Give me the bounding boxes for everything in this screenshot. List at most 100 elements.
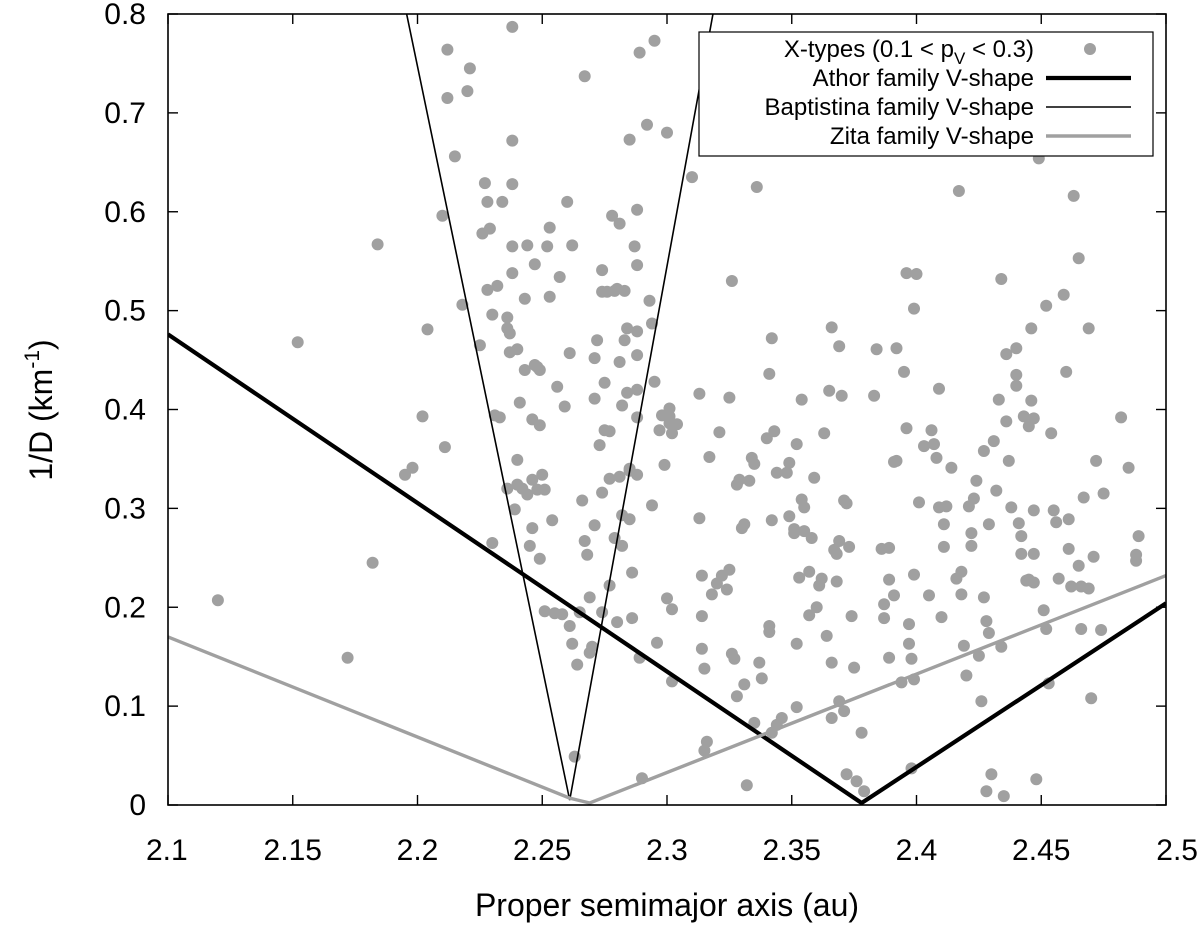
data-point bbox=[937, 518, 950, 531]
data-point bbox=[646, 317, 658, 330]
data-point bbox=[399, 468, 411, 481]
data-point bbox=[1130, 548, 1143, 561]
data-point bbox=[623, 513, 636, 526]
data-point bbox=[588, 519, 601, 532]
data-point bbox=[613, 470, 626, 483]
data-point bbox=[211, 594, 224, 607]
data-point bbox=[700, 735, 713, 748]
data-point bbox=[603, 472, 616, 485]
data-point bbox=[1010, 368, 1023, 381]
data-point bbox=[955, 565, 968, 578]
data-point bbox=[843, 540, 856, 553]
data-point bbox=[720, 583, 733, 596]
legend-label-zita: Zita family V-shape bbox=[830, 123, 1034, 150]
data-point bbox=[291, 336, 304, 349]
data-point bbox=[975, 695, 988, 708]
data-point bbox=[840, 497, 853, 510]
data-point bbox=[1052, 572, 1065, 585]
x-tick-label: 2.5 bbox=[1156, 834, 1198, 867]
data-point bbox=[1030, 773, 1043, 786]
data-point bbox=[661, 126, 673, 139]
data-point bbox=[888, 589, 900, 602]
data-point bbox=[868, 389, 881, 402]
x-tick-label: 2.25 bbox=[513, 834, 571, 867]
data-point bbox=[925, 424, 938, 437]
data-point bbox=[825, 712, 838, 724]
data-point bbox=[581, 548, 594, 561]
data-point bbox=[838, 705, 851, 718]
data-point bbox=[743, 474, 756, 487]
data-point bbox=[725, 275, 738, 287]
data-point bbox=[957, 639, 970, 652]
data-point bbox=[481, 195, 494, 208]
data-point bbox=[523, 539, 536, 552]
data-point bbox=[878, 598, 891, 611]
data-point bbox=[1057, 288, 1070, 301]
data-point bbox=[788, 527, 801, 540]
data-point bbox=[538, 605, 551, 618]
data-point bbox=[840, 768, 853, 781]
data-point bbox=[506, 267, 519, 280]
data-point bbox=[1082, 322, 1095, 335]
data-point bbox=[738, 678, 751, 691]
data-point bbox=[980, 785, 993, 798]
data-point bbox=[793, 571, 806, 584]
y-tick-label: 0.5 bbox=[104, 295, 146, 328]
data-point bbox=[825, 321, 838, 334]
data-point bbox=[980, 615, 993, 628]
data-point bbox=[1097, 487, 1110, 500]
data-point bbox=[501, 311, 514, 324]
zita-v-shape-line bbox=[168, 574, 1166, 805]
data-point bbox=[1027, 412, 1040, 425]
data-points bbox=[211, 20, 1145, 803]
data-point bbox=[1027, 547, 1040, 560]
data-point bbox=[653, 424, 666, 437]
x-tick-label: 2.35 bbox=[763, 834, 821, 867]
data-point bbox=[463, 62, 476, 75]
data-point bbox=[651, 636, 663, 649]
data-point bbox=[526, 522, 539, 535]
y-tick-label: 0.2 bbox=[104, 591, 146, 624]
data-point bbox=[955, 588, 968, 601]
data-point bbox=[506, 20, 519, 33]
data-point bbox=[818, 427, 831, 440]
data-point bbox=[855, 726, 868, 739]
data-point bbox=[908, 568, 920, 581]
data-point bbox=[858, 785, 871, 798]
data-point bbox=[770, 466, 783, 479]
data-point bbox=[641, 118, 653, 131]
data-point bbox=[763, 367, 776, 380]
data-point bbox=[1072, 559, 1085, 572]
data-point bbox=[803, 609, 816, 622]
data-point bbox=[671, 418, 683, 431]
legend-xtypes-subscript: V bbox=[954, 49, 966, 68]
data-point bbox=[588, 352, 601, 365]
data-point bbox=[571, 658, 584, 671]
data-point bbox=[606, 209, 619, 222]
data-point bbox=[1025, 322, 1038, 335]
data-point bbox=[1010, 342, 1023, 355]
data-point bbox=[850, 775, 863, 788]
data-point bbox=[730, 690, 743, 703]
data-point bbox=[521, 488, 534, 501]
data-point bbox=[900, 422, 913, 435]
data-point bbox=[1072, 252, 1085, 265]
data-point bbox=[977, 445, 990, 457]
data-point bbox=[631, 203, 644, 216]
data-point bbox=[1025, 394, 1038, 407]
data-point bbox=[533, 364, 546, 376]
data-point bbox=[603, 425, 616, 438]
data-point bbox=[1062, 513, 1075, 526]
data-point bbox=[436, 209, 449, 222]
data-point bbox=[713, 426, 726, 439]
data-point bbox=[631, 383, 644, 396]
axis-ticks: 2.1 2.15 2.2 2.25 2.3 2.35 2.4 2.45 2.5 0 0.1 0.2 0.… bbox=[104, 0, 1198, 867]
y-tick-label: 0.6 bbox=[104, 196, 146, 229]
x-tick-label: 2.45 bbox=[1012, 834, 1070, 867]
data-point bbox=[1047, 504, 1060, 517]
data-point bbox=[648, 34, 661, 47]
data-point bbox=[1002, 454, 1015, 467]
data-point bbox=[596, 264, 609, 277]
data-point bbox=[461, 85, 474, 98]
data-point bbox=[1012, 517, 1025, 530]
